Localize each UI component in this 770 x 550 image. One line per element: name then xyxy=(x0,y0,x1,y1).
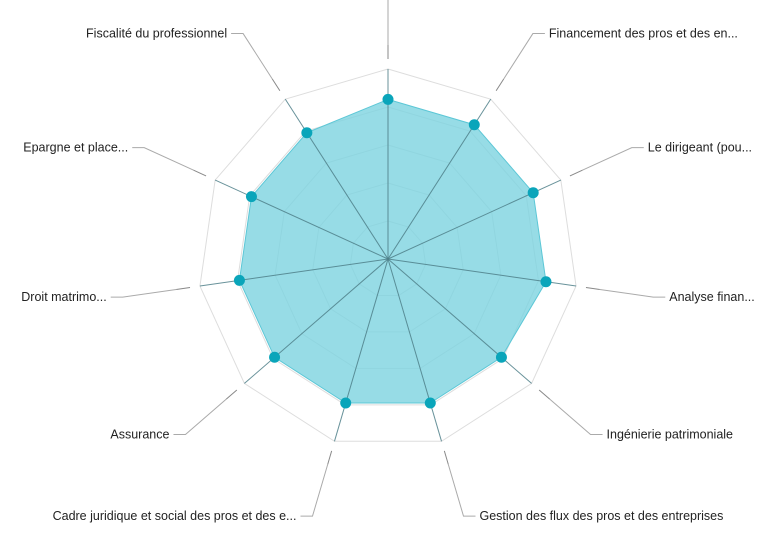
radar-point xyxy=(269,351,281,363)
radar-point xyxy=(424,397,436,409)
radar-label-leader xyxy=(387,0,389,45)
radar-axis-tick xyxy=(585,286,600,290)
radar-points xyxy=(233,93,552,409)
radar-axis-tick xyxy=(495,78,505,92)
radar-axis-labels: Banque au quotidien des professionnels e… xyxy=(21,0,755,523)
radar-point xyxy=(382,93,394,105)
radar-label-leader xyxy=(503,33,545,80)
radar-label-leader xyxy=(447,464,476,517)
radar-axis-tick xyxy=(225,389,238,400)
radar-spoke xyxy=(214,179,389,260)
radar-axis-tick xyxy=(176,286,191,290)
radar-label-leader xyxy=(231,33,273,80)
radar-point xyxy=(468,119,480,131)
radar-label-leader xyxy=(110,288,177,298)
radar-point xyxy=(340,397,352,409)
radar-label-leader xyxy=(132,147,194,171)
radar-point xyxy=(495,351,507,363)
radar-axis-label: Analyse finan... xyxy=(669,290,754,304)
radar-axis-tick xyxy=(443,450,449,465)
radar-point xyxy=(245,191,257,203)
radar-point xyxy=(233,274,245,286)
radar-label-leader xyxy=(582,147,644,171)
radar-axis-label: Ingénierie patrimoniale xyxy=(607,428,734,442)
radar-spoke xyxy=(199,258,389,287)
radar-axis-label: Assurance xyxy=(110,428,169,442)
radar-spoke xyxy=(284,98,389,260)
radar-axis-label: Le dirigeant (pou... xyxy=(648,141,752,155)
radar-axis-label: Epargne et place... xyxy=(23,141,128,155)
radar-axis-label: Droit matrimo... xyxy=(21,290,106,304)
radar-spoke xyxy=(387,258,532,384)
radar-axis-tick xyxy=(538,389,551,400)
radar-axis-label: Financement des pros et des en... xyxy=(549,27,738,41)
radar-spoke xyxy=(244,258,389,384)
radar-axis-tick xyxy=(193,169,207,177)
radar-spoke xyxy=(387,258,443,442)
radar-axis-label: Fiscalité du professionnel xyxy=(86,27,227,41)
radar-point xyxy=(527,187,539,199)
radar-point xyxy=(540,276,552,288)
radar-axis-tick xyxy=(327,450,333,465)
radar-label-leader xyxy=(300,464,329,517)
radar-axis-tick xyxy=(569,169,583,177)
radar-axis-label: Cadre juridique et social des pros et de… xyxy=(53,509,297,523)
radar-axis-tick xyxy=(271,78,281,92)
radar-grid-ring xyxy=(199,68,577,442)
radar-label-leader xyxy=(173,398,227,436)
radar-point xyxy=(301,127,313,139)
radar-spoke xyxy=(333,258,389,442)
radar-label-leader xyxy=(549,398,603,436)
radar-axis-label: Gestion des flux des pros et des entrepr… xyxy=(480,509,724,523)
radar-label-leader xyxy=(599,288,666,298)
